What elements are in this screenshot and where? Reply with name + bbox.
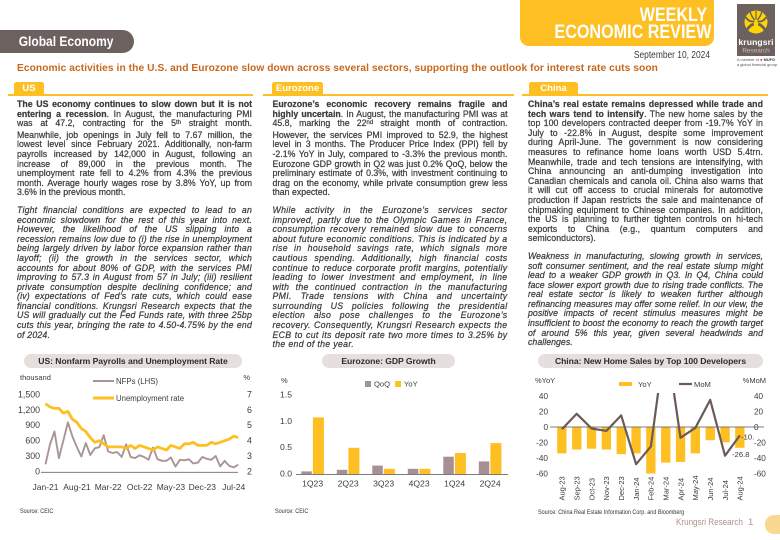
svg-text:Research: Research xyxy=(742,48,770,55)
svg-text:6: 6 xyxy=(247,405,252,415)
svg-text:Jul-24: Jul-24 xyxy=(721,480,730,500)
svg-text:Jul-24: Jul-24 xyxy=(222,482,245,492)
svg-text:NFPs (LHS): NFPs (LHS) xyxy=(116,377,158,386)
svg-text:2Q24: 2Q24 xyxy=(480,479,501,489)
svg-text:Sep-23: Sep-23 xyxy=(573,476,582,500)
svg-text:Aug-23: Aug-23 xyxy=(558,476,567,500)
svg-text:-60: -60 xyxy=(754,469,766,478)
svg-text:-40: -40 xyxy=(754,454,766,463)
svg-text:Unemployment rate: Unemployment rate xyxy=(116,394,184,403)
svg-text:May-23: May-23 xyxy=(157,482,186,492)
svg-text:300: 300 xyxy=(25,451,40,461)
svg-text:0: 0 xyxy=(543,423,548,432)
svg-text:Mar-22: Mar-22 xyxy=(95,482,122,492)
svg-text:-40: -40 xyxy=(536,454,548,463)
svg-text:1Q23: 1Q23 xyxy=(302,479,323,489)
svg-text:%: % xyxy=(281,376,288,385)
svg-text:3Q23: 3Q23 xyxy=(373,479,394,489)
svg-text:-60: -60 xyxy=(536,469,548,478)
svg-text:Mar-24: Mar-24 xyxy=(662,477,671,501)
svg-text:-20: -20 xyxy=(536,438,548,447)
svg-text:Jan-21: Jan-21 xyxy=(33,482,59,492)
svg-text:%: % xyxy=(243,373,250,382)
svg-text:2: 2 xyxy=(247,466,252,476)
svg-text:3: 3 xyxy=(247,451,252,461)
svg-text:Dec-23: Dec-23 xyxy=(617,476,626,500)
svg-text:0: 0 xyxy=(35,466,40,476)
svg-text:YoY: YoY xyxy=(638,380,652,389)
svg-text:%MoM: %MoM xyxy=(743,376,766,385)
svg-text:40: 40 xyxy=(539,392,549,401)
svg-text:600: 600 xyxy=(25,436,40,446)
svg-text:MoM: MoM xyxy=(694,380,711,389)
svg-text:Dec-23: Dec-23 xyxy=(189,482,217,492)
svg-text:1Q24: 1Q24 xyxy=(444,479,465,489)
svg-text:Nov-23: Nov-23 xyxy=(602,476,611,500)
svg-text:1.5: 1.5 xyxy=(280,390,292,400)
svg-text:1.0: 1.0 xyxy=(280,416,292,426)
svg-text:thousand: thousand xyxy=(20,373,51,382)
svg-text:40: 40 xyxy=(754,392,764,401)
svg-text:1,200: 1,200 xyxy=(18,405,40,415)
svg-text:May-24: May-24 xyxy=(691,475,700,500)
svg-text:0.5: 0.5 xyxy=(280,442,292,452)
svg-text:Oct-22: Oct-22 xyxy=(127,482,153,492)
svg-text:QoQ: QoQ xyxy=(374,380,390,389)
svg-text:Jan-24: Jan-24 xyxy=(632,478,641,501)
svg-text:-20: -20 xyxy=(754,438,766,447)
svg-text:20: 20 xyxy=(754,407,764,416)
svg-text:7: 7 xyxy=(247,389,252,399)
svg-text:krungsri: krungsri xyxy=(738,37,773,47)
svg-text:-26.8: -26.8 xyxy=(732,450,750,459)
svg-text:Aug-24: Aug-24 xyxy=(736,476,745,500)
svg-text:Aug-21: Aug-21 xyxy=(63,482,91,492)
svg-text:900: 900 xyxy=(25,420,40,430)
svg-text:Apr-24: Apr-24 xyxy=(676,478,685,501)
svg-text:YoY: YoY xyxy=(404,380,418,389)
svg-text:%YoY: %YoY xyxy=(535,376,555,385)
svg-text:Feb-24: Feb-24 xyxy=(647,477,656,501)
svg-text:2Q23: 2Q23 xyxy=(338,479,359,489)
svg-text:20: 20 xyxy=(539,407,549,416)
svg-text:0.0: 0.0 xyxy=(280,468,292,478)
svg-text:4Q23: 4Q23 xyxy=(409,479,430,489)
svg-text:Oct-23: Oct-23 xyxy=(587,478,596,501)
svg-text:-10.: -10. xyxy=(741,433,754,442)
svg-text:Jun-24: Jun-24 xyxy=(706,478,715,501)
svg-text:1,500: 1,500 xyxy=(18,389,40,399)
svg-text:5: 5 xyxy=(247,420,252,430)
svg-text:4: 4 xyxy=(247,436,252,446)
